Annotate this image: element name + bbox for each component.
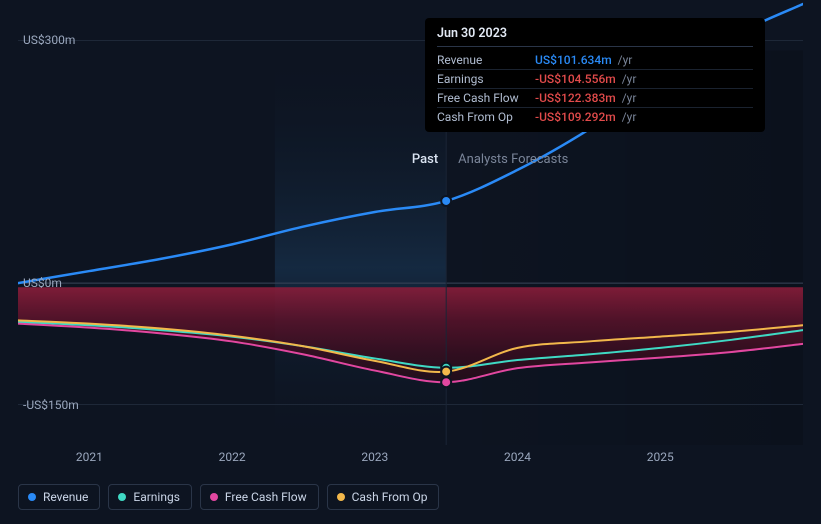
tooltip-body: Revenue US$101.634m/yr Earnings -US$104.556…: [437, 51, 753, 126]
legend-label: Earnings: [133, 490, 180, 504]
tooltip-metric-label: Free Cash Flow: [437, 90, 529, 106]
legend-item-cfo[interactable]: Cash From Op: [327, 484, 440, 510]
x-axis-label: 2023: [361, 450, 388, 464]
tooltip-metric-value: US$101.634m: [535, 52, 612, 68]
tooltip-metric-value: -US$109.292m: [535, 109, 616, 125]
legend-label: Revenue: [43, 490, 88, 504]
legend-item-fcf[interactable]: Free Cash Flow: [200, 484, 319, 510]
chart-tooltip: Jun 30 2023 RevenueUS$101.634m/yrEarning…: [425, 18, 765, 132]
tooltip-suffix: /yr: [622, 109, 637, 125]
tooltip-metric-value: -US$122.383m: [535, 90, 616, 106]
x-axis-label: 2022: [219, 450, 246, 464]
tooltip-suffix: /yr: [622, 90, 637, 106]
x-axis-label: 2021: [76, 450, 103, 464]
tooltip-row: Cash From Op -US$109.292m/yr: [437, 108, 753, 126]
legend-dot-icon: [118, 493, 126, 501]
x-axis-label: 2024: [504, 450, 531, 464]
tooltip-row: Revenue US$101.634m/yr: [437, 51, 753, 70]
legend-dot-icon: [28, 493, 36, 501]
y-axis-label: US$300m: [23, 33, 75, 47]
tooltip-title: Jun 30 2023: [437, 26, 753, 47]
x-axis-label: 2025: [647, 450, 674, 464]
marker-fcf: [441, 377, 451, 387]
tooltip-row: Earnings -US$104.556m/yr: [437, 70, 753, 89]
legend-label: Cash From Op: [352, 490, 428, 504]
legend-item-revenue[interactable]: Revenue: [18, 484, 100, 510]
tooltip-suffix: /yr: [622, 71, 637, 87]
legend: Revenue Earnings Free Cash Flow Cash From O…: [18, 484, 439, 510]
tooltip-metric-value: -US$104.556m: [535, 71, 616, 87]
y-axis-label: US$0m: [23, 276, 62, 290]
legend-dot-icon: [337, 493, 345, 501]
marker-revenue: [441, 196, 451, 206]
y-axis-label: -US$150m: [23, 398, 79, 412]
tooltip-row: Free Cash Flow -US$122.383m/yr: [437, 89, 753, 108]
marker-cfo: [441, 367, 451, 377]
legend-label: Free Cash Flow: [225, 490, 307, 504]
tooltip-metric-label: Revenue: [437, 52, 529, 68]
tooltip-suffix: /yr: [618, 52, 633, 68]
forecast-region-label: Analysts Forecasts: [458, 152, 568, 167]
legend-dot-icon: [210, 493, 218, 501]
tooltip-metric-label: Cash From Op: [437, 109, 529, 125]
tooltip-metric-label: Earnings: [437, 71, 529, 87]
past-region-label: Past: [412, 152, 438, 167]
legend-item-earnings[interactable]: Earnings: [108, 484, 192, 510]
x-axis: 2021 2022 2023 2024 2025: [18, 450, 803, 470]
